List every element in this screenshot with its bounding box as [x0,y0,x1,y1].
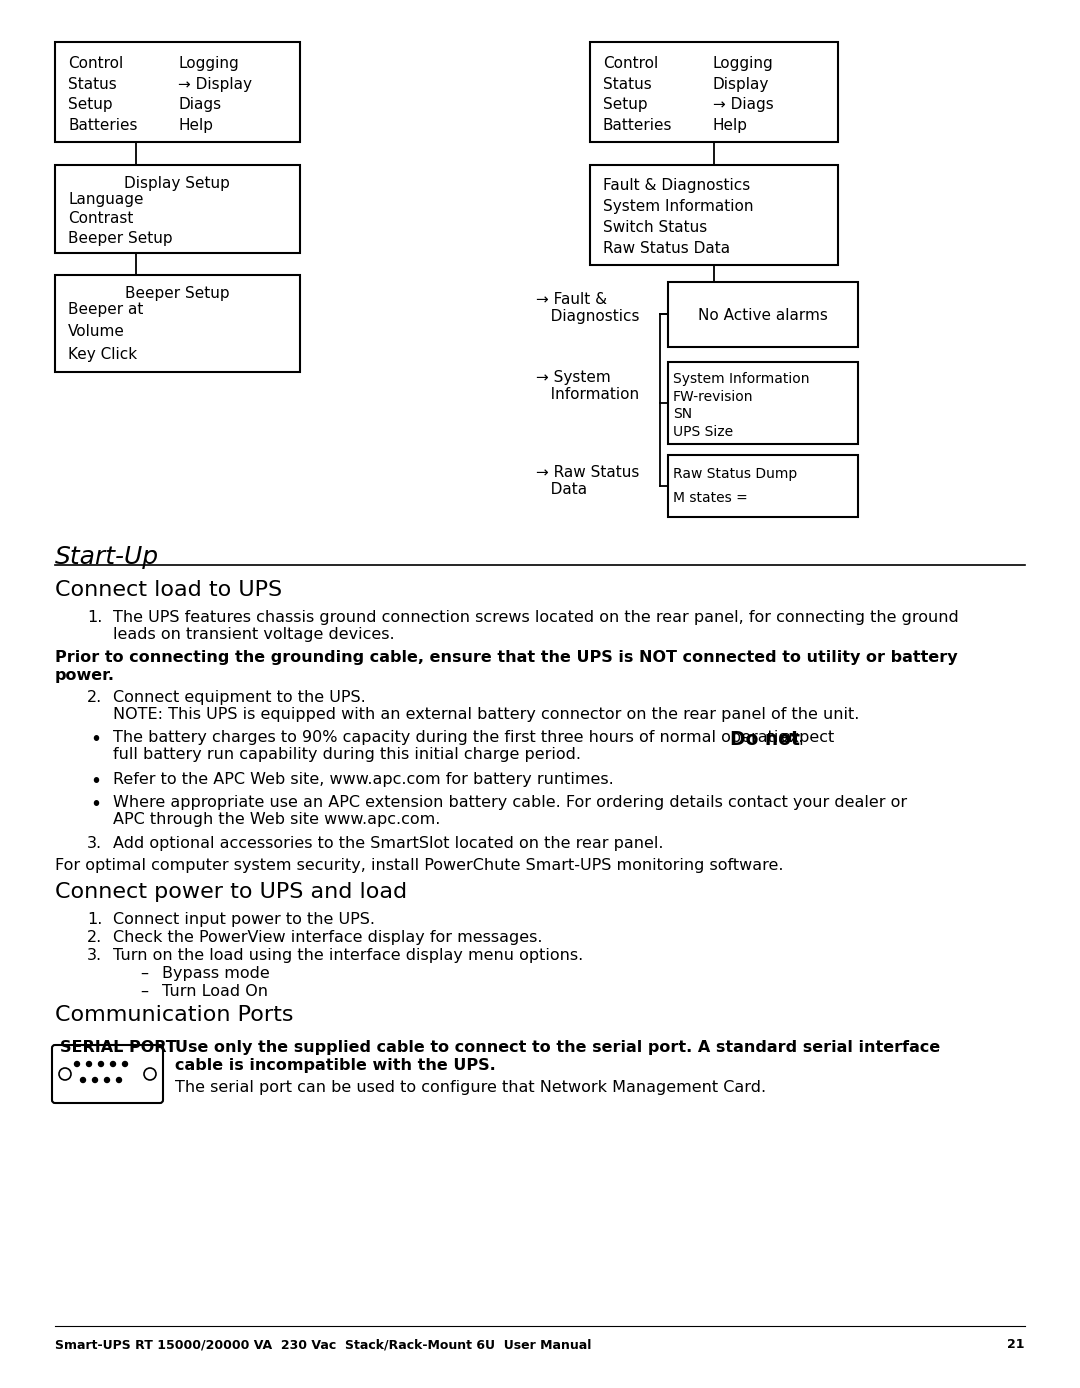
Circle shape [81,1077,85,1083]
Text: –: – [140,966,148,981]
Text: Raw Status Data: Raw Status Data [603,242,730,255]
Text: Where appropriate use an APC extension battery cable. For ordering details conta: Where appropriate use an APC extension b… [113,795,907,811]
Text: The battery charges to 90% capacity during the first three hours of normal opera: The battery charges to 90% capacity duri… [113,730,809,745]
Text: Connect load to UPS: Connect load to UPS [55,580,282,600]
Text: The serial port can be used to configure that Network Management Card.: The serial port can be used to configure… [175,1080,766,1095]
Circle shape [86,1062,92,1066]
Text: 3.: 3. [87,836,103,851]
Text: SERIAL PORT: SERIAL PORT [60,1040,177,1055]
Text: Language: Language [68,192,144,207]
Text: Switch Status: Switch Status [603,221,707,235]
Text: Connect power to UPS and load: Connect power to UPS and load [55,881,407,902]
Bar [669,282,858,347]
Text: 3.: 3. [87,948,103,963]
Text: 1.: 1. [87,912,103,927]
Text: APC through the Web site www.apc.com.: APC through the Web site www.apc.com. [113,812,441,827]
Text: Bypass mode: Bypass mode [162,966,270,981]
Circle shape [98,1062,104,1066]
Text: No Active alarms: No Active alarms [698,308,828,323]
Text: Help: Help [178,118,213,132]
Text: Start-Up: Start-Up [55,545,159,569]
Text: FW-revision: FW-revision [673,390,754,404]
Text: Control: Control [68,56,123,71]
FancyBboxPatch shape [52,1045,163,1103]
Bar [590,42,838,142]
Text: Check the PowerView interface display for messages.: Check the PowerView interface display fo… [113,930,542,945]
Text: Communication Ports: Communication Ports [55,1005,294,1024]
Bar [669,455,858,516]
Circle shape [110,1062,116,1066]
Text: Beeper Setup: Beeper Setup [124,286,229,301]
Text: 1.: 1. [87,609,103,625]
Text: → Display: → Display [178,76,252,92]
Circle shape [93,1077,97,1083]
Text: Logging: Logging [713,56,773,71]
Text: Fault & Diagnostics: Fault & Diagnostics [603,178,751,193]
Text: 2.: 2. [87,930,103,945]
Text: Connect input power to the UPS.: Connect input power to the UPS. [113,912,375,927]
Text: Contrast: Contrast [68,211,133,226]
Text: Volume: Volume [68,325,125,339]
Bar [590,165,838,265]
Text: Smart-UPS RT 15000/20000 VA  230 Vac  Stack/Rack-Mount 6U  User Manual: Smart-UPS RT 15000/20000 VA 230 Vac Stac… [55,1338,592,1351]
Text: Batteries: Batteries [68,118,137,132]
Text: Key Click: Key Click [68,347,137,362]
Text: Setup: Setup [603,97,648,112]
Text: •: • [90,730,102,750]
Text: System Information: System Information [673,372,810,386]
Text: Use only the supplied cable to connect to the serial port. A standard serial int: Use only the supplied cable to connect t… [175,1040,941,1055]
Text: Do not: Do not [730,730,800,750]
Circle shape [117,1077,121,1083]
Text: Diags: Diags [178,97,221,112]
Text: System Information: System Information [603,198,754,214]
Bar [55,275,300,372]
Bar [55,165,300,253]
Text: expect: expect [780,730,834,745]
Text: → Diags: → Diags [713,97,773,112]
Text: Help: Help [713,118,748,132]
Text: SN: SN [673,407,692,421]
Text: Raw Status Dump: Raw Status Dump [673,466,797,482]
Text: power.: power. [55,668,114,683]
Text: •: • [90,772,102,791]
Text: Status: Status [603,76,651,92]
Text: → System
   Information: → System Information [536,371,639,403]
Text: → Fault &
   Diagnostics: → Fault & Diagnostics [536,291,639,325]
Circle shape [105,1077,109,1083]
Text: For optimal computer system security, install PowerChute Smart-UPS monitoring so: For optimal computer system security, in… [55,858,783,873]
Bar [55,42,300,142]
Text: •: • [90,795,102,813]
Text: Display Setup: Display Setup [124,176,230,192]
Text: Beeper Setup: Beeper Setup [68,230,173,246]
Circle shape [122,1062,127,1066]
Text: –: – [140,984,148,999]
Text: Turn on the load using the interface display menu options.: Turn on the load using the interface dis… [113,948,583,963]
Text: leads on transient voltage devices.: leads on transient voltage devices. [113,627,394,643]
Text: Setup: Setup [68,97,112,112]
Text: Prior to connecting the grounding cable, ensure that the UPS is NOT connected to: Prior to connecting the grounding cable,… [55,650,958,665]
Text: full battery run capability during this initial charge period.: full battery run capability during this … [113,747,581,762]
Circle shape [75,1062,80,1066]
Text: Status: Status [68,76,117,92]
Text: 2.: 2. [87,690,103,705]
Text: Logging: Logging [178,56,239,71]
Text: Add optional accessories to the SmartSlot located on the rear panel.: Add optional accessories to the SmartSlo… [113,836,663,851]
Text: The UPS features chassis ground connection screws located on the rear panel, for: The UPS features chassis ground connecti… [113,609,959,625]
Text: cable is incompatible with the UPS.: cable is incompatible with the UPS. [175,1058,496,1073]
Text: UPS Size: UPS Size [673,425,733,439]
Text: Display: Display [713,76,769,92]
Text: Connect equipment to the UPS.: Connect equipment to the UPS. [113,690,366,705]
Text: Beeper at: Beeper at [68,303,144,316]
Text: Batteries: Batteries [603,118,673,132]
Bar [669,362,858,444]
Text: → Raw Status
   Data: → Raw Status Data [536,465,639,497]
Text: Turn Load On: Turn Load On [162,984,268,999]
Text: Refer to the APC Web site, www.apc.com for battery runtimes.: Refer to the APC Web site, www.apc.com f… [113,772,613,787]
Text: NOTE: This UPS is equipped with an external battery connector on the rear panel : NOTE: This UPS is equipped with an exter… [113,706,860,722]
Text: M states =: M states = [673,491,747,505]
Text: 21: 21 [1008,1338,1025,1351]
Text: Control: Control [603,56,658,71]
